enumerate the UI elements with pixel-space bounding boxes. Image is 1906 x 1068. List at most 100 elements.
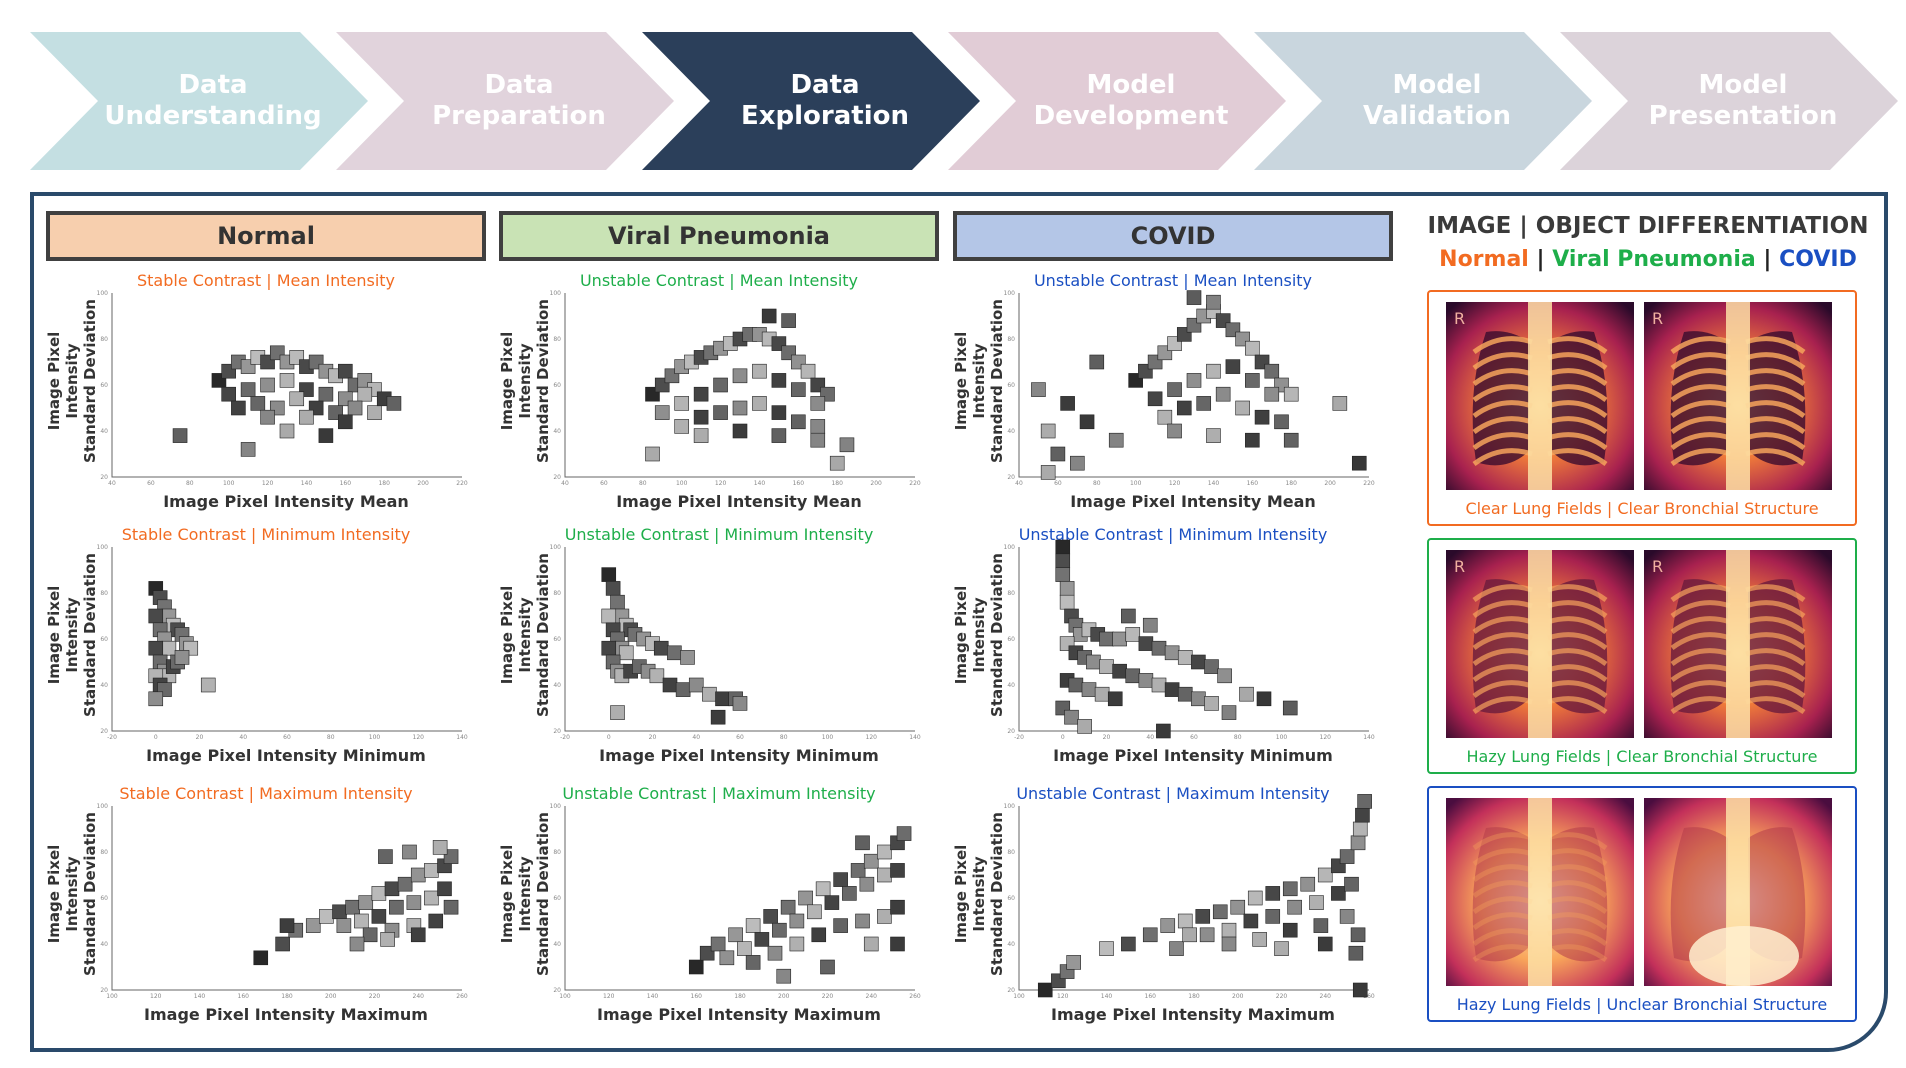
y-tick-label: 20: [1007, 474, 1015, 481]
data-point: [1050, 446, 1066, 462]
data-point: [347, 400, 363, 416]
rib: [1670, 584, 1731, 603]
data-point: [1177, 686, 1193, 702]
data-point: [332, 904, 347, 920]
rib: [1547, 432, 1608, 451]
data-point: [791, 382, 806, 397]
data-point: [1282, 922, 1298, 938]
y-tick-label: 60: [1007, 636, 1015, 643]
y-tick-label: 60: [100, 895, 108, 902]
data-point: [763, 909, 778, 924]
rib: [1472, 680, 1533, 699]
plot-title-contrast: Stable Contrast: [121, 525, 246, 544]
plot-title-separator: |: [1162, 525, 1179, 544]
data-point: [1164, 682, 1180, 697]
data-point: [279, 918, 295, 933]
data-point: [798, 890, 813, 906]
data-point: [1339, 849, 1355, 864]
plot-title-contrast: Unstable Contrast: [1018, 525, 1163, 544]
data-point: [424, 863, 439, 878]
x-tick-label: 100: [1013, 993, 1025, 1000]
data-point: [1191, 691, 1206, 707]
data-point: [231, 400, 246, 416]
x-tick-label: 80: [1093, 480, 1101, 487]
data-point: [610, 705, 625, 720]
xray-side-marker: R: [1652, 557, 1663, 576]
data-point: [1339, 909, 1355, 924]
x-tick-label: 20: [196, 734, 204, 741]
data-point: [776, 968, 792, 984]
data-point: [1079, 414, 1095, 430]
data-point: [358, 895, 374, 910]
x-tick-label: 120: [1057, 993, 1069, 1000]
data-point: [654, 405, 670, 420]
data-point: [1040, 423, 1056, 439]
plot-normal-max: Stable Contrast | Maximum Intensity Image…: [45, 784, 486, 1029]
data-point: [1186, 290, 1202, 305]
y-tick-label: 80: [553, 849, 561, 856]
left-lung-field: [1670, 827, 1728, 962]
data-point: [371, 909, 387, 924]
right-lung-field: [1748, 579, 1806, 714]
rib: [1745, 680, 1806, 699]
data-point: [1350, 927, 1366, 943]
x-tick-label: 220: [1276, 993, 1288, 1000]
data-point: [781, 313, 796, 328]
data-point: [653, 640, 669, 656]
plot-title-separator: |: [243, 784, 260, 803]
pipeline-step-model-presentation[interactable]: Model Presentation: [1560, 32, 1898, 170]
data-point: [719, 950, 735, 966]
data-point: [1151, 677, 1167, 693]
data-point: [732, 696, 748, 711]
plot-title: Stable Contrast | Minimum Intensity: [46, 525, 486, 544]
xray-image-covid-1: [1446, 798, 1634, 986]
pipeline-step-data-exploration[interactable]: Data Exploration: [642, 32, 980, 170]
rib: [1472, 664, 1533, 683]
x-tick-label: 20: [649, 734, 657, 741]
x-tick-label: 200: [778, 993, 790, 1000]
data-point: [1287, 899, 1302, 915]
plot-axes: [1018, 547, 1369, 732]
data-point: [810, 419, 826, 434]
data-point: [771, 373, 787, 388]
y-tick-label: 80: [100, 590, 108, 597]
data-point: [877, 844, 892, 860]
data-point: [1089, 354, 1105, 370]
data-point: [745, 955, 761, 970]
x-tick-label: 20: [1103, 734, 1111, 741]
data-point: [1157, 409, 1173, 425]
y-tick-label: 40: [553, 682, 561, 689]
pipeline-step-model-validation[interactable]: Model Validation: [1254, 32, 1592, 170]
rib: [1670, 664, 1731, 683]
x-tick-label: 200: [1232, 993, 1244, 1000]
pipeline-step-data-understanding[interactable]: Data Understanding: [30, 32, 368, 170]
rib: [1547, 680, 1608, 699]
spine: [1726, 550, 1750, 738]
data-point: [1245, 373, 1260, 388]
data-point: [1107, 691, 1123, 707]
data-point: [1282, 700, 1298, 716]
y-tick-label: 20: [553, 474, 561, 481]
data-point: [737, 941, 752, 956]
pipeline-step-data-preparation[interactable]: Data Preparation: [336, 32, 674, 170]
left-lung-field: [1670, 579, 1728, 714]
plot-normal-mean: Stable Contrast | Mean Intensity Image Pi…: [45, 271, 486, 516]
data-point: [605, 581, 621, 596]
pipeline-step-model-development[interactable]: Model Development: [948, 32, 1286, 170]
data-point: [1252, 932, 1267, 947]
data-point: [1212, 904, 1228, 920]
data-point: [771, 428, 787, 443]
data-point: [371, 886, 387, 901]
data-point: [662, 677, 678, 693]
data-point: [1070, 455, 1085, 471]
rib: [1547, 448, 1608, 467]
data-point: [1099, 631, 1114, 647]
data-point: [649, 668, 665, 684]
y-tick-label: 60: [1007, 895, 1015, 902]
x-tick-label: 80: [327, 734, 335, 741]
plot-title-contrast: Unstable Contrast: [1016, 784, 1161, 803]
data-point: [389, 899, 404, 915]
x-tick-label: 140: [647, 993, 659, 1000]
data-point: [1221, 922, 1237, 938]
